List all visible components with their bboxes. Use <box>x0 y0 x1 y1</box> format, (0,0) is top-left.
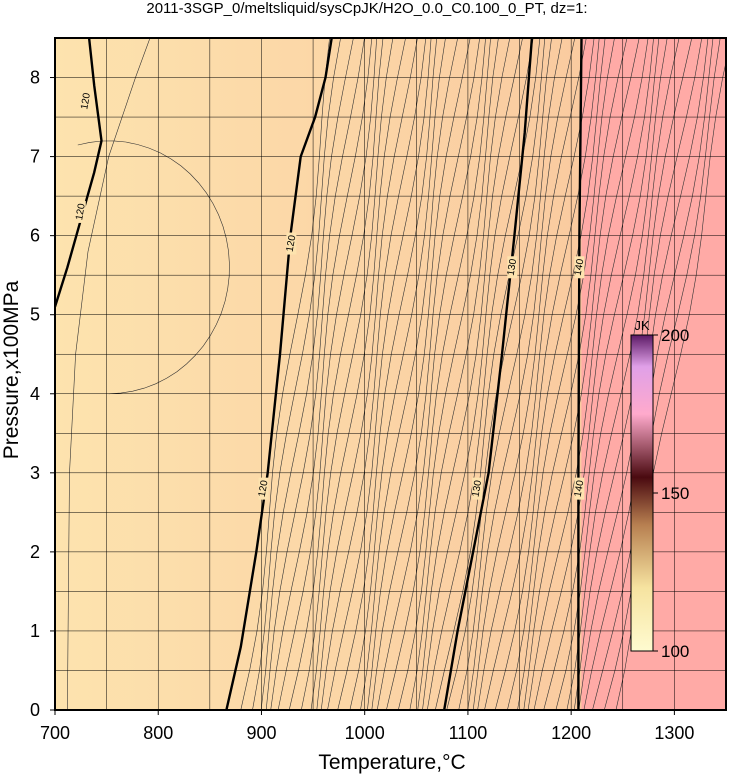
x-tick-label: 700 <box>40 723 70 743</box>
x-tick-label: 900 <box>246 723 276 743</box>
y-tick-label: 6 <box>30 226 40 246</box>
colorbar: JK 100 150 200 <box>630 318 689 661</box>
minor-contour-line <box>288 38 384 710</box>
minor-contour-line <box>604 38 721 710</box>
contour-label-bg <box>472 477 483 500</box>
major-contours: 120 120 120 120 130 130 140 140 <box>55 38 586 710</box>
minor-contours <box>67 38 726 710</box>
minor-contour-line <box>265 38 365 710</box>
x-axis-ticks: 700 800 900 1000 1100 1200 1300 <box>40 710 694 743</box>
colorbar-tick-label: 200 <box>661 326 689 345</box>
contour-label: 140 <box>573 258 587 277</box>
y-tick-label: 7 <box>30 147 40 167</box>
y-tick-label: 3 <box>30 463 40 483</box>
major-contour-line <box>577 38 583 710</box>
y-tick-label: 2 <box>30 542 40 562</box>
contour-label: 130 <box>470 479 484 498</box>
minor-contour-line <box>417 38 523 710</box>
minor-contour-line <box>67 38 151 710</box>
x-tick-label: 1300 <box>654 723 694 743</box>
minor-contour-line <box>472 38 587 710</box>
y-axis-label: Pressure,x100MPa <box>0 280 23 459</box>
minor-contour-line <box>477 38 595 710</box>
minor-contour-line <box>409 38 511 710</box>
minor-contour-line <box>327 38 432 710</box>
minor-contour-line <box>270 38 373 710</box>
minor-contour-line <box>507 38 615 710</box>
minor-contour-line <box>422 38 534 710</box>
minor-contour-line <box>277 38 377 710</box>
plot-area: 120 120 120 120 130 130 140 140 <box>54 37 727 711</box>
contour-label: 120 <box>285 234 299 253</box>
minor-contour-line <box>301 38 394 710</box>
y-tick-label: 5 <box>30 305 40 325</box>
colorbar-label: JK <box>634 318 650 333</box>
minor-contour-line <box>386 38 491 710</box>
minor-contour-loop <box>77 140 230 395</box>
minor-contour-line <box>533 38 654 710</box>
x-tick-label: 1000 <box>345 723 385 743</box>
plot-frame <box>54 37 727 711</box>
contour-label: 120 <box>79 92 93 111</box>
major-contour-line <box>55 38 103 308</box>
minor-contour-line <box>310 38 406 710</box>
major-contour-line <box>225 38 333 710</box>
minor-contour-line <box>523 38 640 710</box>
grid-lines <box>55 38 726 710</box>
contour-label-bg <box>574 477 585 500</box>
minor-contour-line <box>566 38 680 710</box>
minor-contour-line <box>252 38 341 710</box>
y-tick-label: 4 <box>30 384 40 404</box>
minor-contour-line <box>398 38 499 710</box>
x-tick-label: 800 <box>143 723 173 743</box>
minor-contour-line <box>337 38 437 710</box>
colorbar-tick-label: 100 <box>661 642 689 661</box>
minor-contour-line <box>260 38 354 710</box>
minor-contour-line <box>349 38 446 710</box>
y-axis-ticks: 0 1 2 3 4 5 6 7 8 <box>30 68 55 720</box>
minor-contour-line <box>458 38 563 710</box>
minor-contour-line <box>494 38 606 710</box>
minor-contour-line <box>360 38 458 710</box>
chart-title: 2011-3SGP_0/meltsliquid/sysCpJK/H2O_0.0_… <box>146 0 587 17</box>
minor-contour-line <box>517 38 628 710</box>
minor-contour-line <box>467 38 576 710</box>
minor-contour-line <box>435 38 546 710</box>
major-contour-line <box>443 38 534 710</box>
minor-contour-line <box>592 38 714 710</box>
x-axis-label: Temperature,°C <box>318 751 465 774</box>
contour-label: 130 <box>506 258 520 277</box>
minor-contour-line <box>484 38 600 710</box>
minor-contour-line <box>376 38 486 710</box>
contour-label-bg <box>507 256 518 279</box>
contour-label-bg <box>80 90 91 113</box>
x-tick-label: 1200 <box>551 723 591 743</box>
contour-label: 140 <box>573 479 587 498</box>
minor-contour-line <box>316 38 418 710</box>
y-tick-label: 8 <box>30 68 40 88</box>
minor-contour-line <box>527 38 649 710</box>
contour-label-bg <box>75 200 86 223</box>
contour-label-bg <box>258 477 269 500</box>
colorbar-gradient <box>630 334 654 652</box>
contour-label-bg <box>286 232 297 255</box>
minor-contour-line <box>371 38 480 710</box>
y-tick-label: 1 <box>30 621 40 641</box>
minor-contour-line <box>367 38 471 710</box>
contour-label: 120 <box>257 479 271 498</box>
minor-contour-line <box>320 38 427 710</box>
contour-label: 120 <box>74 202 88 221</box>
colorbar-tick-label: 150 <box>661 484 689 503</box>
contour-label-bg <box>574 256 585 279</box>
x-tick-label: 1100 <box>449 723 488 743</box>
y-tick-label: 0 <box>30 700 40 720</box>
